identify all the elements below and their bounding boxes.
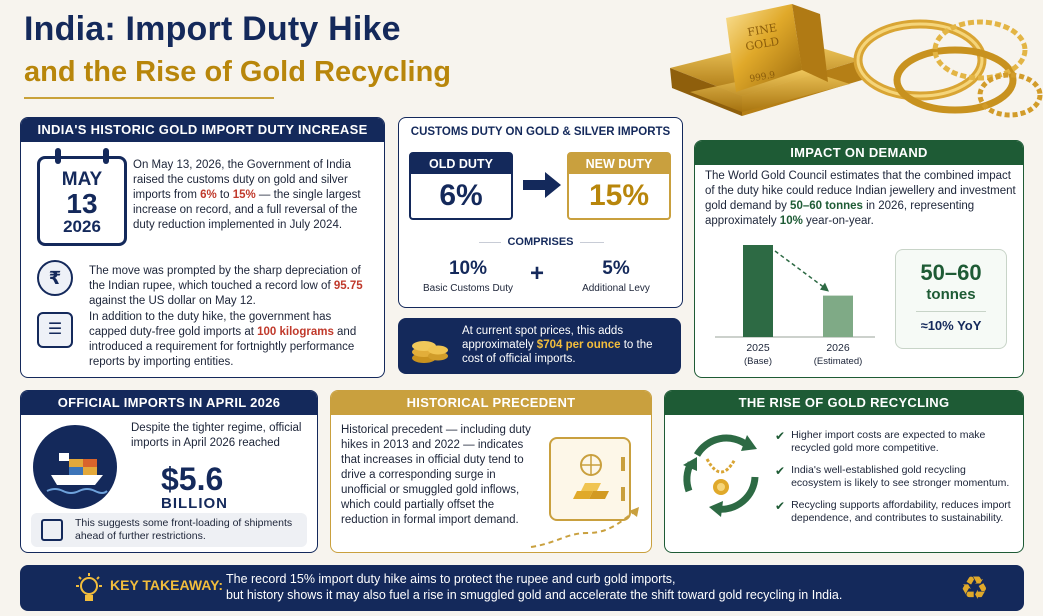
- coin-stack-icon: [410, 326, 450, 371]
- recycling-necklace-icon: [677, 425, 767, 526]
- recycling-point: ✔ Higher import costs are expected to ma…: [775, 429, 986, 454]
- precedent-card-heading: HISTORICAL PRECEDENT: [331, 391, 651, 415]
- demand-bar-2025: [743, 245, 773, 337]
- x-tick-note: (Estimated): [814, 356, 863, 367]
- spot-price-text: At current spot prices, this adds approx…: [462, 325, 653, 365]
- takeaway-label: KEY TAKEAWAY:: [110, 577, 224, 593]
- imports-card-heading: OFFICIAL IMPORTS IN APRIL 2026: [21, 391, 317, 415]
- spot-price-card: At current spot prices, this adds approx…: [398, 318, 681, 374]
- old-duty-value: 6%: [439, 179, 483, 212]
- precedent-para: Historical precedent — including duty hi…: [341, 424, 531, 526]
- calendar-day: 13: [66, 188, 98, 219]
- trend-arrow-icon: [530, 507, 639, 548]
- arrow-right-icon: [523, 170, 563, 205]
- demand-reduction-value: 50–60: [920, 260, 982, 285]
- history-para-3: In addition to the duty hike, the govern…: [89, 311, 357, 368]
- x-tick-label: 2026: [826, 342, 850, 354]
- recycling-card-heading: THE RISE OF GOLD RECYCLING: [665, 391, 1023, 415]
- calendar-icon: MAY 13 2026: [37, 156, 127, 246]
- calendar-year: 2026: [63, 217, 101, 236]
- old-duty-box: OLD DUTY 6%: [409, 152, 513, 220]
- demand-reduction-unit: tonnes: [926, 286, 976, 303]
- lightbulb-icon: [74, 573, 104, 610]
- calendar-month: MAY: [61, 169, 103, 190]
- front-loading-note: This suggests some front-loading of ship…: [31, 513, 307, 547]
- imports-para: Despite the tighter regime, official imp…: [131, 422, 302, 449]
- bar-purity: 999.9: [749, 70, 776, 84]
- history-card: INDIA'S HISTORIC GOLD IMPORT DUTY INCREA…: [20, 117, 385, 378]
- history-card-heading: INDIA'S HISTORIC GOLD IMPORT DUTY INCREA…: [21, 118, 384, 142]
- safe-icon: [549, 437, 631, 521]
- bar-stamp-2: GOLD: [744, 35, 780, 54]
- levy-part: 5% Additional Levy: [561, 258, 671, 294]
- x-tick-label: 2025: [746, 342, 770, 354]
- basic-duty-value: 10%: [448, 258, 488, 279]
- x-tick-note: (Base): [744, 356, 772, 367]
- decline-arrowhead: [820, 282, 829, 292]
- recycle-icon: ♻: [960, 570, 989, 606]
- levy-value: 5%: [602, 258, 630, 279]
- customs-duty-card: CUSTOMS DUTY ON GOLD & SILVER IMPORTS OL…: [398, 117, 683, 308]
- plus-sign: +: [530, 260, 545, 287]
- key-takeaway-banner: KEY TAKEAWAY: The record 15% import duty…: [20, 565, 1024, 611]
- recycling-points: ✔ Higher import costs are expected to ma…: [775, 429, 1015, 525]
- history-para-1: On May 13, 2026, the Government of India…: [133, 159, 361, 231]
- history-para-2: The move was prompted by the sharp depre…: [89, 265, 363, 307]
- impact-para: The World Gold Council estimates that th…: [705, 170, 1016, 227]
- recycling-point: ✔ India's well-established gold recyclin…: [775, 464, 1010, 489]
- takeaway-text: The record 15% import duty hike aims to …: [226, 572, 843, 602]
- check-icon: ✔: [775, 499, 786, 513]
- decline-arrow: [774, 250, 828, 291]
- yoy-value: ≈10% YoY: [920, 318, 982, 333]
- customs-card-heading: CUSTOMS DUTY ON GOLD & SILVER IMPORTS: [410, 126, 671, 138]
- levy-label: Additional Levy: [582, 283, 650, 294]
- calendar-ring-icon: [55, 148, 61, 164]
- old-duty-label: OLD DUTY: [411, 154, 511, 174]
- clipboard-icon: ☰: [37, 312, 73, 348]
- demand-bar-2026: [823, 295, 853, 337]
- imports-unit: BILLION: [161, 495, 228, 512]
- check-icon: ✔: [775, 464, 786, 478]
- basic-duty-part: 10% Basic Customs Duty: [413, 258, 523, 294]
- page-subtitle: and the Rise of Gold Recycling: [24, 56, 452, 88]
- impact-card-heading: IMPACT ON DEMAND: [695, 141, 1023, 165]
- calendar-ring-icon: [103, 148, 109, 164]
- imports-value: $5.6: [161, 461, 224, 497]
- demand-bar-chart: 2025 (Base) 2026 (Estimated): [715, 245, 875, 367]
- page-title: India: Import Duty Hike: [24, 10, 401, 48]
- demand-reduction-box: 50–60 tonnes ≈10% YoY: [895, 249, 1007, 349]
- title-divider: [24, 97, 274, 99]
- front-loading-text: This suggests some front-loading of ship…: [75, 517, 293, 542]
- cargo-ship-icon: [33, 425, 117, 509]
- gold-bars-image: FINE GOLD 999.9: [650, 0, 1043, 130]
- new-duty-label: NEW DUTY: [569, 154, 669, 174]
- check-icon: ✔: [775, 429, 786, 443]
- new-duty-value: 15%: [588, 179, 650, 212]
- basic-duty-label: Basic Customs Duty: [422, 283, 514, 294]
- new-duty-box: NEW DUTY 15%: [567, 152, 671, 220]
- rupee-down-icon: ₹: [37, 260, 73, 296]
- comprises-label: COMPRISES: [501, 236, 580, 248]
- bar-stamp-1: FINE: [746, 21, 777, 39]
- impact-card: IMPACT ON DEMAND The World Gold Council …: [694, 140, 1024, 378]
- recycling-card: THE RISE OF GOLD RECYCLING ✔ Higher impo…: [664, 390, 1024, 553]
- imports-card: OFFICIAL IMPORTS IN APRIL 2026 Despite t…: [20, 390, 318, 553]
- box-icon: [41, 519, 63, 541]
- precedent-card: HISTORICAL PRECEDENT Historical preceden…: [330, 390, 652, 553]
- recycling-point: ✔ Recycling supports affordability, redu…: [775, 499, 1011, 524]
